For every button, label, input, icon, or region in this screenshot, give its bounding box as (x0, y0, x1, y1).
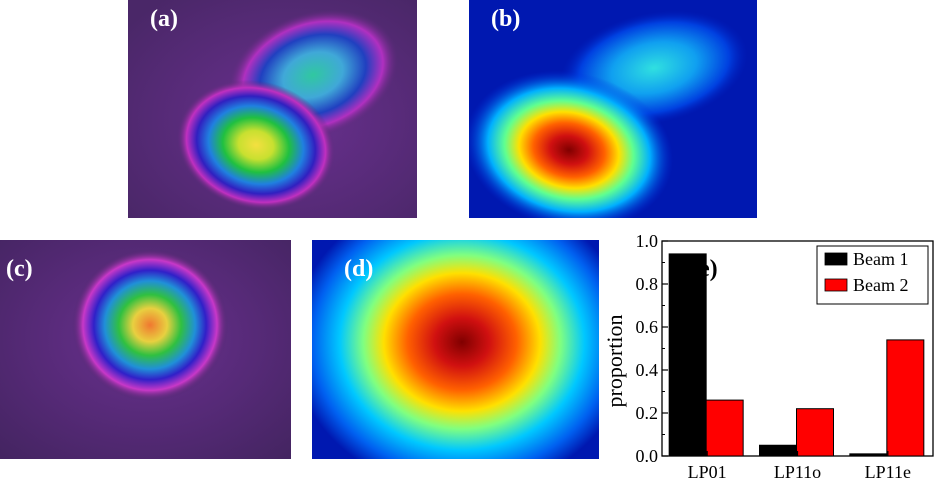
panel-label-d: (d) (344, 256, 374, 282)
bar-LP11e-beam-1 (849, 453, 888, 457)
legend-swatch (824, 252, 848, 266)
x-tick-label: LP11e (865, 462, 911, 482)
panel-label-b: (b) (491, 6, 521, 32)
panel-a-measured-two-lobe-beam: (a) (128, 0, 417, 218)
y-tick-label: 0.4 (636, 360, 659, 380)
legend-swatch (824, 278, 848, 292)
y-tick-label: 0.2 (636, 403, 659, 423)
y-tick-label: 1.0 (636, 231, 659, 251)
bar-LP01-beam-2 (705, 399, 744, 457)
bar-LP01-beam-1 (668, 253, 707, 457)
legend-label: Beam 2 (853, 275, 909, 295)
panel-label-a: (a) (150, 6, 178, 32)
chart-ticks: 0.0 0.2 0.4 0.6 0.8 1.0 LP01 LP11o LP11e (636, 231, 912, 482)
y-tick-label: 0.8 (636, 274, 659, 294)
chart-bars (668, 253, 925, 457)
panel-label-c: (c) (6, 256, 33, 282)
panel-c-measured-single-spot: (c) (0, 240, 291, 459)
y-tick-label: 0.6 (636, 317, 659, 337)
x-tick-label: LP01 (688, 462, 727, 482)
bar-LP11o-beam-1 (759, 444, 797, 457)
panel-b-reconstructed-two-lobe-beam: (b) (469, 0, 757, 218)
bar-LP11e-beam-2 (886, 339, 925, 457)
bar-LP11o-beam-2 (796, 408, 834, 457)
y-axis-label: proportion (602, 315, 627, 408)
y-tick-label: 0.0 (636, 446, 659, 466)
legend-label: Beam 1 (853, 249, 909, 269)
panel-d-reconstructed-single-spot: (d) (312, 240, 599, 459)
panel-label-e: (e) (691, 256, 718, 282)
x-tick-label: LP11o (774, 462, 821, 482)
chart-legend: Beam 1 Beam 2 (816, 245, 929, 305)
